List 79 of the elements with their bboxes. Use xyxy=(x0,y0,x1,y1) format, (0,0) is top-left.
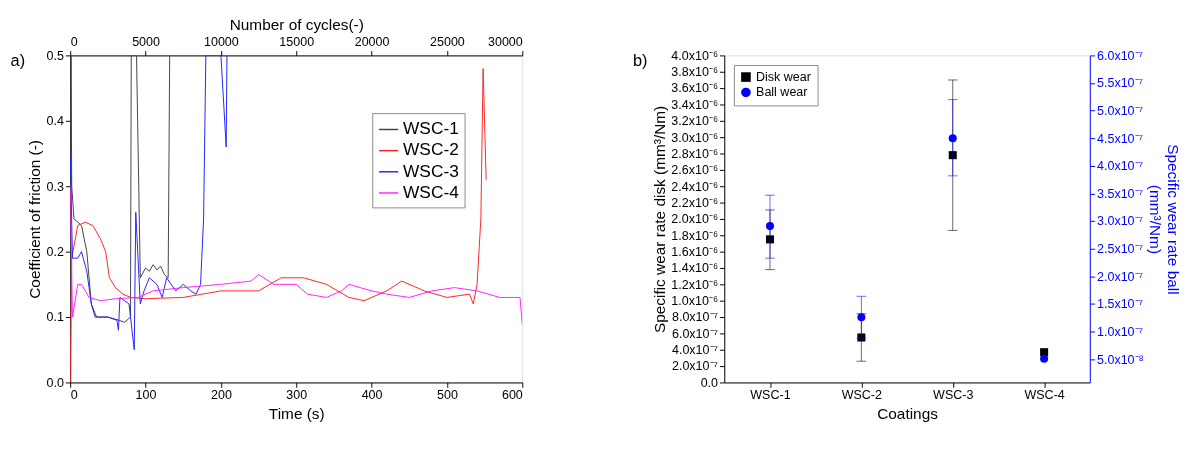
y-tick-label: 0.4 xyxy=(46,114,64,129)
point xyxy=(948,151,957,160)
x2-tick-label: 30000 xyxy=(488,35,523,50)
y-tick-label: 3.0x10⁻⁶ xyxy=(671,130,719,145)
x-tick-label: WSC-1 xyxy=(750,388,791,403)
y-tick-label: 0.3 xyxy=(46,179,64,194)
y-tick-label: 3.6x10⁻⁶ xyxy=(671,81,719,96)
point xyxy=(857,333,866,342)
x2-tick-label: 15000 xyxy=(279,35,315,50)
y2-tick-label: 4.5x10⁻⁷ xyxy=(1097,131,1144,146)
x-tick-label: 400 xyxy=(361,388,383,403)
point xyxy=(1040,354,1049,363)
y-tick-label: 8.0x10⁻⁷ xyxy=(671,310,719,325)
x-tick-label: 300 xyxy=(286,388,308,403)
x-tick-label: WSC-4 xyxy=(1024,388,1065,403)
legend-label: Disk wear xyxy=(756,69,811,84)
x-tick-label: 0 xyxy=(70,388,78,403)
y-tick-label: 3.2x10⁻⁶ xyxy=(671,114,719,129)
y2-tick-label: 1.5x10⁻⁷ xyxy=(1097,297,1144,312)
x2-tick-label: 10000 xyxy=(204,35,239,50)
x2-tick-label: 5000 xyxy=(132,35,160,50)
y2-tick-label: 3.5x10⁻⁷ xyxy=(1097,186,1144,201)
legend-label: Ball wear xyxy=(756,85,808,100)
line-series xyxy=(70,55,228,351)
point xyxy=(765,222,775,231)
y-tick-label: 3.8x10⁻⁶ xyxy=(671,65,719,80)
y-tick-label: 0.5 xyxy=(46,48,64,63)
y-tick-label: 0.1 xyxy=(46,310,64,325)
x2-axis-title: Number of cycles(-) xyxy=(229,15,364,33)
x2-tick-label: 25000 xyxy=(430,35,465,50)
y-tick-label: 4.0x10⁻⁶ xyxy=(671,48,719,63)
point xyxy=(948,134,957,143)
y-tick-label: 2.6x10⁻⁶ xyxy=(671,163,719,178)
x-tick-label: 200 xyxy=(210,388,232,403)
y2-tick-label: 2.0x10⁻⁷ xyxy=(1097,269,1144,284)
legend-label: WSC-3 xyxy=(403,160,459,181)
y-tick-label: 1.2x10⁻⁶ xyxy=(671,277,719,292)
y-tick-label: 2.2x10⁻⁶ xyxy=(671,195,719,210)
x2-tick-label: 0 xyxy=(70,35,78,50)
y2-tick-label: 4.0x10⁻⁷ xyxy=(1097,159,1144,174)
y-tick-label: 1.8x10⁻⁶ xyxy=(671,228,719,243)
y2-tick-label: 6.0x10⁻⁷ xyxy=(1097,48,1144,63)
y-axis-title: Specific wear rate disk (mm³/Nm) xyxy=(650,105,668,334)
y-tick-label: 2.8x10⁻⁶ xyxy=(671,146,719,161)
x-tick-label: WSC-3 xyxy=(933,388,974,403)
legend-label: WSC-1 xyxy=(403,118,459,139)
y-tick-label: 1.4x10⁻⁶ xyxy=(671,261,719,276)
y2-tick-label: 5.0x10⁻⁷ xyxy=(1097,103,1144,118)
y-tick-label: 2.4x10⁻⁶ xyxy=(671,179,719,194)
text: a) xyxy=(10,51,26,69)
x-tick-label: 500 xyxy=(437,388,458,403)
x-tick-label: WSC-2 xyxy=(841,388,883,403)
point xyxy=(857,313,866,322)
legend-label: WSC-4 xyxy=(403,181,460,202)
legend-label: WSC-2 xyxy=(403,139,459,160)
y-axis-title: Coefficient of friction (-) xyxy=(25,140,43,299)
y2-axis-title: Specific wear rate ball (mm³/Nm) xyxy=(1147,144,1182,295)
y-tick-label: 0.2 xyxy=(46,244,64,259)
y-tick-label: 4.0x10⁻⁷ xyxy=(671,343,719,358)
y-tick-label: 3.4x10⁻⁶ xyxy=(671,97,719,112)
y-tick-label: 2.0x10⁻⁷ xyxy=(671,359,719,374)
y-tick-label: 2.0x10⁻⁶ xyxy=(671,212,719,227)
y2-tick-label: 5.0x10⁻⁸ xyxy=(1097,352,1144,367)
x-axis-title: Time (s) xyxy=(268,404,325,422)
y-tick-label: 6.0x10⁻⁷ xyxy=(671,326,719,341)
x-tick-label: 100 xyxy=(135,388,157,403)
y-tick-label: 1.6x10⁻⁶ xyxy=(671,244,719,259)
text: b) xyxy=(632,51,648,69)
y-tick-label: 0.0 xyxy=(46,375,64,390)
y-tick-label: 1.0x10⁻⁶ xyxy=(671,294,719,309)
x2-tick-label: 20000 xyxy=(354,35,390,50)
x-axis-title: Coatings xyxy=(877,404,939,422)
y2-tick-label: 5.5x10⁻⁷ xyxy=(1097,76,1144,91)
x-tick-label: 600 xyxy=(501,388,523,403)
y2-tick-label: 2.5x10⁻⁷ xyxy=(1097,242,1144,257)
y-tick-label: 0.0 xyxy=(700,375,719,390)
y2-tick-label: 1.0x10⁻⁷ xyxy=(1097,324,1144,339)
point xyxy=(765,235,775,244)
y2-tick-label: 3.0x10⁻⁷ xyxy=(1097,214,1144,229)
